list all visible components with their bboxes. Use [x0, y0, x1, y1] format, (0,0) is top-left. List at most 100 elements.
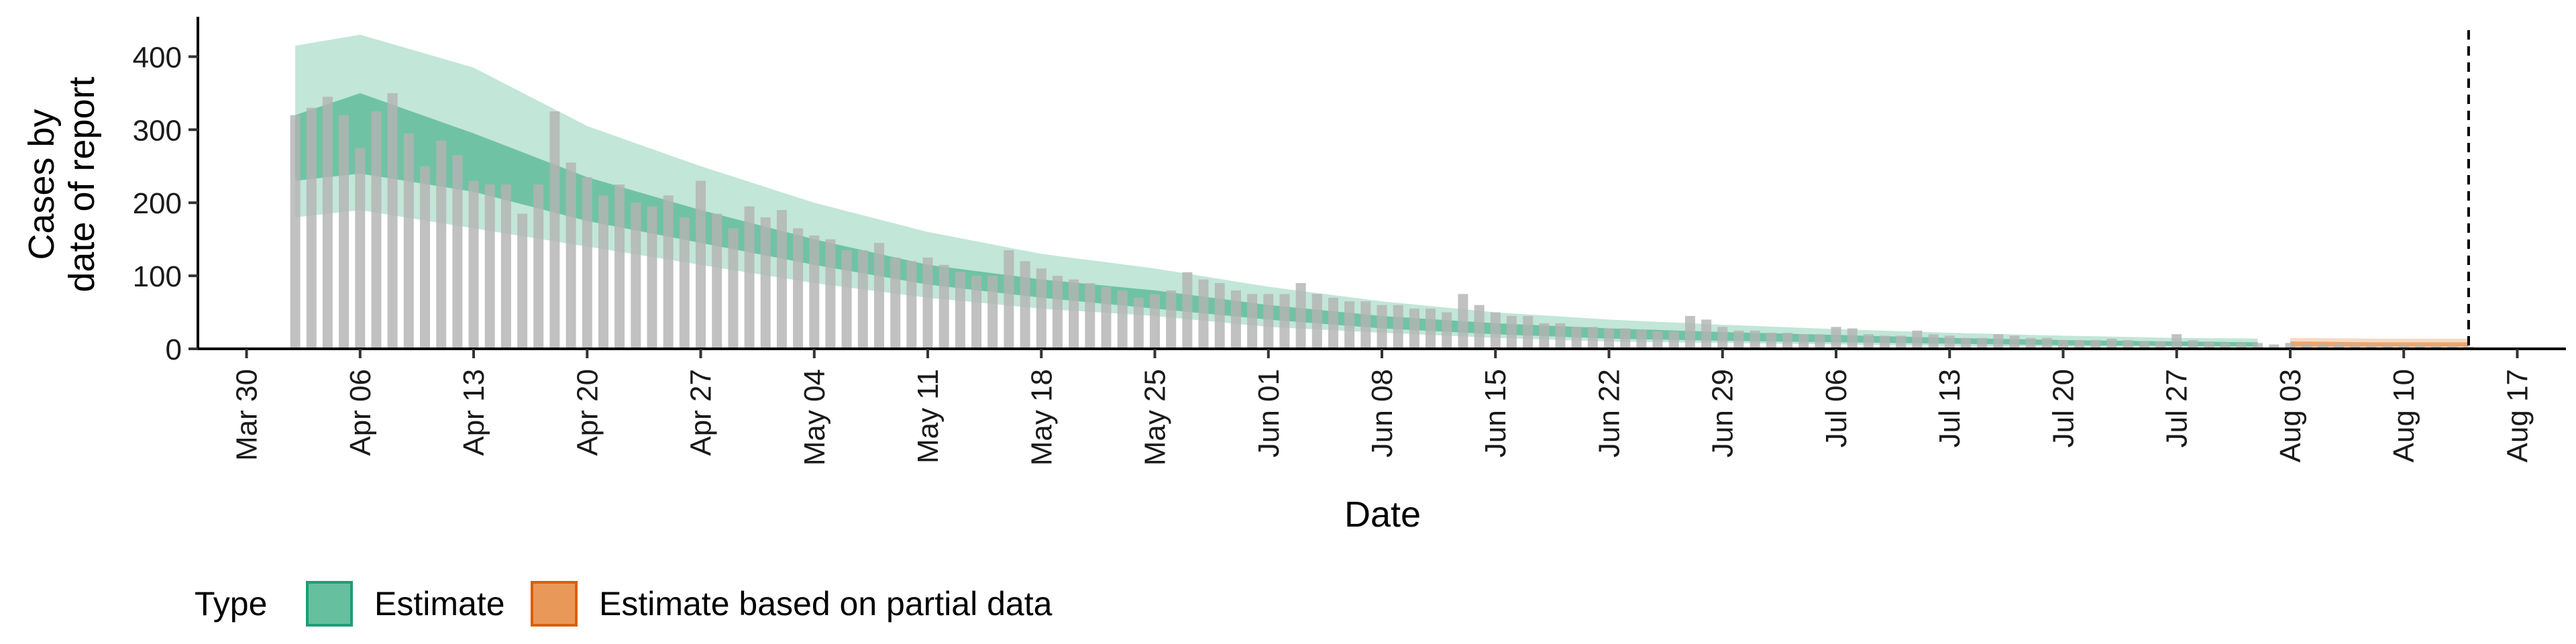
bar [1052, 276, 1063, 349]
bar [500, 184, 511, 349]
y-tick-label: 300 [133, 114, 182, 147]
bar [663, 195, 674, 349]
bar [2269, 344, 2279, 349]
bar [971, 276, 982, 349]
x-tick-label: Jun 29 [1707, 369, 1739, 458]
bar [614, 184, 625, 349]
bar [825, 239, 836, 349]
bar [2350, 345, 2361, 349]
bar [420, 166, 430, 350]
bar [1101, 286, 1112, 349]
bar [533, 184, 544, 349]
bar [2188, 339, 2198, 349]
legend-swatch [531, 581, 578, 627]
bar [1295, 283, 1306, 349]
bar [598, 195, 608, 349]
x-tick-label: Jul 20 [2047, 369, 2080, 447]
bar [517, 213, 528, 349]
bar [2398, 345, 2409, 349]
bar [1717, 327, 1728, 349]
bar [2171, 334, 2182, 349]
bar [2253, 343, 2263, 349]
bar [1490, 312, 1501, 349]
bar [2123, 339, 2133, 349]
legend-title: Type [195, 585, 267, 623]
x-tick-label: Aug 03 [2274, 369, 2307, 462]
bar [2041, 337, 2052, 349]
bar [1750, 330, 1760, 349]
bar [2301, 344, 2312, 349]
bar [679, 217, 690, 349]
x-tick-label: Jul 06 [1820, 369, 1853, 447]
bar [1912, 330, 1923, 349]
bar [760, 217, 771, 349]
bar [728, 228, 739, 349]
legend-label: Estimate based on partial data [599, 585, 1053, 623]
bar [1474, 305, 1485, 349]
x-tick-label: Jun 22 [1593, 369, 1625, 458]
x-tick-label: Jul 13 [1933, 369, 1966, 447]
bar [1506, 316, 1517, 349]
bar [1409, 309, 1419, 349]
bar [2106, 338, 2117, 349]
bar [1831, 327, 1841, 349]
bar [2334, 344, 2344, 349]
x-axis-title: Date [1344, 494, 1421, 535]
bar [1604, 328, 1614, 349]
bar [1555, 323, 1566, 349]
reported-cases-bars [290, 93, 2474, 350]
bar [2236, 343, 2247, 349]
bar [1458, 294, 1468, 349]
bar [776, 210, 787, 349]
bar [1150, 294, 1160, 349]
bar [2285, 343, 2296, 349]
bar [1263, 294, 1274, 349]
bar [1847, 328, 1858, 349]
bar [1960, 337, 1971, 349]
x-tick-label: May 04 [798, 369, 831, 466]
bar [987, 276, 998, 349]
y-tick-label: 100 [133, 260, 182, 293]
partial-inner-band [2290, 341, 2469, 347]
bar [322, 97, 333, 350]
bar [452, 155, 463, 349]
bar [371, 111, 382, 349]
x-tick-label: Aug 10 [2387, 369, 2420, 462]
bar [1782, 333, 1792, 349]
bar [484, 184, 495, 349]
x-tick-label: Jun 15 [1479, 369, 1512, 458]
bar [1214, 283, 1225, 349]
bar [1069, 279, 1079, 349]
svg-text:Cases bydate of report: Cases bydate of report [21, 76, 102, 292]
y-tick-label: 200 [133, 187, 182, 220]
bar [1230, 290, 1241, 349]
bar [1944, 335, 1955, 349]
bar [1311, 294, 1322, 349]
bar [938, 264, 949, 349]
bar [1766, 333, 1776, 349]
bar [1182, 272, 1193, 349]
bar [1880, 335, 1890, 349]
bar [2025, 337, 2036, 349]
bar [387, 93, 398, 349]
bar [549, 111, 560, 349]
bar [1896, 335, 1907, 349]
bar [1620, 328, 1631, 349]
bar [1442, 312, 1452, 349]
bar [2204, 341, 2214, 349]
bar [1815, 334, 1825, 349]
bar [2414, 345, 2425, 349]
x-tick-label: May 11 [912, 369, 945, 464]
bar [696, 180, 706, 349]
legend-label: Estimate [374, 585, 505, 623]
x-tick-label: May 18 [1025, 369, 1058, 466]
bar [1863, 334, 1874, 349]
bar [712, 213, 722, 349]
bar [1928, 334, 1939, 349]
bar [1328, 297, 1338, 349]
bar [1020, 261, 1030, 349]
bar [306, 107, 317, 349]
bar [2382, 345, 2393, 349]
bar [436, 140, 447, 349]
